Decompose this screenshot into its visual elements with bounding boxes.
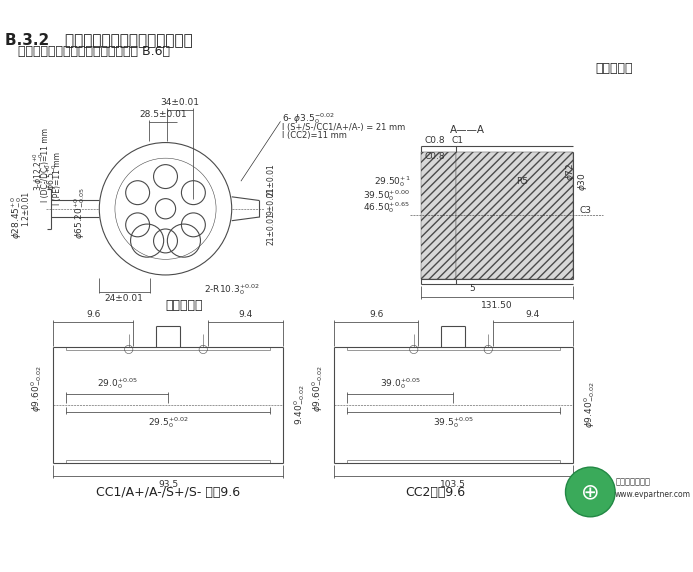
Text: R5: R5	[516, 177, 528, 186]
Text: 29.50$^{+1}_{0}$: 29.50$^{+1}_{0}$	[374, 174, 410, 189]
Text: 9.4: 9.4	[238, 310, 253, 319]
Text: 21±0.01: 21±0.01	[267, 163, 276, 196]
Text: l (S+/S-/CC1/A+/A-) = 21 mm: l (S+/S-/CC1/A+/A-) = 21 mm	[282, 124, 405, 132]
Text: 39.5$^{+0.05}_{0}$: 39.5$^{+0.05}_{0}$	[433, 415, 474, 430]
Text: 29.0$^{+0.05}_{0}$: 29.0$^{+0.05}_{0}$	[97, 376, 138, 391]
Text: 24±0.01: 24±0.01	[105, 294, 143, 303]
Text: 电动汽车资源网: 电动汽车资源网	[615, 478, 650, 486]
Text: 9.6: 9.6	[369, 310, 383, 319]
Text: 34±0.01: 34±0.01	[161, 98, 200, 107]
Text: www.evpartner.com: www.evpartner.com	[615, 490, 691, 499]
Text: C1: C1	[451, 136, 464, 145]
Text: l (DC-/DC-)=11 mm: l (DC-/DC-)=11 mm	[41, 128, 50, 201]
Text: 21±0.01: 21±0.01	[267, 213, 276, 245]
Text: 28.5±0.01: 28.5±0.01	[139, 110, 186, 118]
Text: 93.5: 93.5	[158, 480, 178, 489]
Text: C3: C3	[579, 206, 591, 215]
Text: 39.0$^{+0.05}_{0}$: 39.0$^{+0.05}_{0}$	[380, 376, 421, 391]
Text: 9.4: 9.4	[526, 310, 540, 319]
Text: 1.2±0.01: 1.2±0.01	[21, 191, 30, 227]
Text: 直流充电车辆插座量规结构尺寸见图 B.6。: 直流充电车辆插座量规结构尺寸见图 B.6。	[19, 45, 170, 58]
Text: 29.5$^{+0.02}_{0}$: 29.5$^{+0.02}_{0}$	[148, 415, 188, 430]
Text: 单位为毫米: 单位为毫米	[595, 62, 633, 74]
Text: 39.50$^{+0.00}_{0}$: 39.50$^{+0.00}_{0}$	[363, 188, 410, 204]
Text: 9.40$^{0}_{-0.02}$: 9.40$^{0}_{-0.02}$	[292, 384, 307, 426]
Text: l (CC2)=11 mm: l (CC2)=11 mm	[282, 131, 347, 140]
Text: 3-$\phi$12.2$^{+0}_{-0}$: 3-$\phi$12.2$^{+0}_{-0}$	[31, 153, 46, 192]
Text: $\phi$9.60$^{0}_{-0.02}$: $\phi$9.60$^{0}_{-0.02}$	[310, 365, 325, 412]
Text: CC2环覆9.6: CC2环覆9.6	[405, 486, 465, 499]
Text: 46.50$^{+0.65}_{0}$: 46.50$^{+0.65}_{0}$	[363, 200, 410, 215]
Text: 2-R10.3$^{+0.02}_{0}$: 2-R10.3$^{+0.02}_{0}$	[204, 282, 260, 297]
Text: $\phi$28.45$^{+0}_{-0}$: $\phi$28.45$^{+0}_{-0}$	[9, 197, 24, 239]
Bar	[456, 152, 573, 279]
Text: A——A: A——A	[450, 125, 484, 134]
Text: l (PE)=11 mm: l (PE)=11 mm	[53, 152, 62, 205]
Text: $\phi$6.5$^{+0}_{-0}$: $\phi$6.5$^{+0}_{-0}$	[44, 163, 59, 190]
Bar	[421, 152, 456, 279]
Text: $\phi$65.20$^{+0}_{-0.05}$: $\phi$65.20$^{+0}_{-0.05}$	[71, 187, 87, 240]
Text: 整体结构图: 整体结构图	[165, 299, 202, 312]
Text: 6- $\phi$3.5$^{-0.02}_{0}$: 6- $\phi$3.5$^{-0.02}_{0}$	[282, 111, 335, 126]
Text: B.3.2   直流充电车辆插座量规结构尺寸: B.3.2 直流充电车辆插座量规结构尺寸	[5, 32, 193, 47]
Text: 103.5: 103.5	[440, 480, 466, 489]
Text: $\phi$72: $\phi$72	[563, 163, 577, 181]
Circle shape	[565, 467, 615, 517]
Text: 131.50: 131.50	[481, 301, 513, 309]
Text: $\phi$30: $\phi$30	[577, 172, 590, 190]
Text: 9±0.01: 9±0.01	[267, 186, 276, 214]
Text: CC1/A+/A-/S+/S- 环覆9.6: CC1/A+/A-/S+/S- 环覆9.6	[96, 486, 240, 499]
Text: C0.8: C0.8	[425, 136, 446, 145]
Text: 5: 5	[469, 284, 475, 293]
Text: C0.8: C0.8	[425, 152, 446, 161]
Text: $\phi$9.60$^{0}_{-0.02}$: $\phi$9.60$^{0}_{-0.02}$	[29, 365, 44, 412]
Text: 9.6: 9.6	[86, 310, 100, 319]
Text: ⊕: ⊕	[581, 482, 599, 502]
Text: $\phi$9.40$^{0}_{-0.02}$: $\phi$9.40$^{0}_{-0.02}$	[582, 382, 597, 428]
